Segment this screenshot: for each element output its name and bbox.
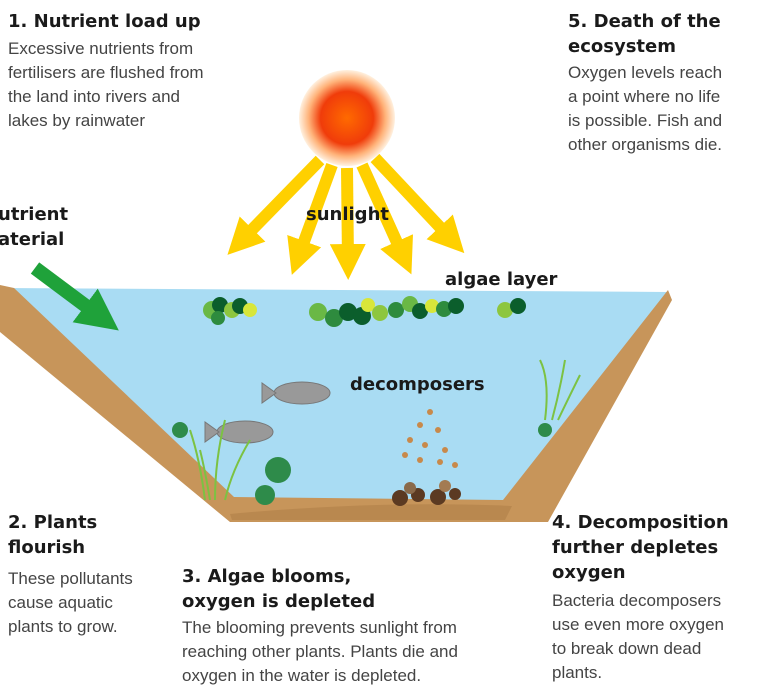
step-text: a point where no life [568, 87, 720, 106]
step-text: use even more oxygen [552, 615, 724, 634]
step-text: Oxygen levels reach [568, 63, 722, 82]
step-title: oxygen is depleted [182, 591, 375, 612]
label: decomposers [350, 374, 485, 395]
step-text: The blooming prevents sunlight from [182, 618, 457, 637]
step-text: Bacteria decomposers [552, 591, 721, 610]
step-title: 3. Algae blooms, [182, 566, 351, 587]
label: utrient [0, 204, 68, 225]
diagram: utrient aterial sunlight algae layer dec… [0, 0, 767, 686]
sun [299, 70, 395, 166]
step-text: reaching other plants. Plants die and [182, 642, 458, 661]
step-title: oxygen [552, 562, 626, 583]
step-text: plants to grow. [8, 617, 118, 636]
step-title: further depletes [552, 537, 718, 558]
label: sunlight [306, 204, 389, 225]
step-text: cause aquatic [8, 593, 113, 612]
step-text: is possible. Fish and [568, 111, 722, 130]
step-text: plants. [552, 663, 602, 682]
step-text: to break down dead [552, 639, 701, 658]
label: aterial [0, 229, 64, 250]
step-text: lakes by rainwater [8, 111, 145, 130]
step-title: 4. Decomposition [552, 512, 729, 533]
step-text: Excessive nutrients from [8, 39, 193, 58]
step-text: fertilisers are flushed from [8, 63, 204, 82]
step-text: the land into rivers and [8, 87, 180, 106]
step-title: 1. Nutrient load up [8, 11, 201, 32]
step-text: These pollutants [8, 569, 133, 588]
step-title: flourish [8, 537, 85, 558]
step-text: other organisms die. [568, 135, 722, 154]
step-text: oxygen in the water is depleted. [182, 666, 421, 685]
step-title: ecosystem [568, 36, 676, 57]
label: algae layer [445, 269, 558, 290]
step-title: 2. Plants [8, 512, 97, 533]
step-title: 5. Death of the [568, 11, 721, 32]
